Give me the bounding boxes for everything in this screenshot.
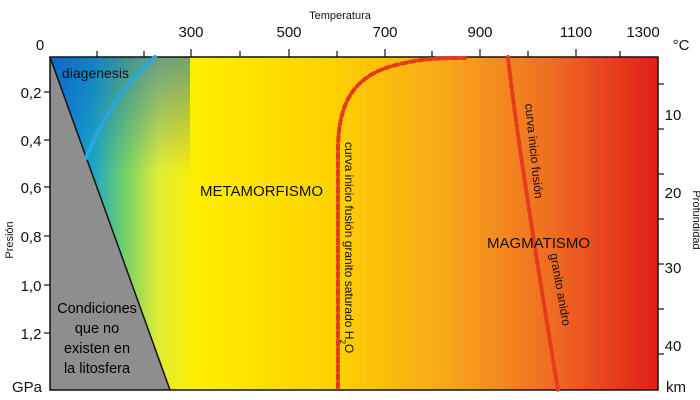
nonexistent-conditions-label: Condiciones que no existen en la litosfe… (57, 301, 137, 377)
top-tick-1300: 1300 (626, 24, 659, 41)
right-axis-title: Profundidad (690, 190, 700, 249)
top-tick-300: 300 (178, 24, 203, 41)
conditions-line-2: que no (75, 321, 119, 337)
anhydrous-granite-solidus (506, 55, 560, 392)
water-saturated-curve-label: curva inicio fusión granito saturado H2O (339, 142, 357, 353)
left-axis-title: Presión (4, 221, 16, 258)
left-tick-1-0: 1,0 (21, 278, 42, 295)
conditions-line-4: la litosfera (64, 361, 131, 377)
diagenesis-label: diagenesis (62, 65, 129, 81)
geotherm-limit-line (49, 56, 171, 391)
diagenesis-curve (84, 55, 157, 160)
left-axis-ticks (44, 91, 50, 334)
temperature-unit: °C (673, 37, 690, 54)
top-tick-900: 900 (467, 24, 492, 41)
left-tick-0-2: 0,2 (21, 85, 42, 102)
pressure-unit: GPa (12, 379, 43, 396)
magmatism-label: MAGMATISMO (487, 235, 590, 252)
left-tick-0-4: 0,4 (21, 133, 42, 150)
top-axis-title: Temperatura (309, 10, 372, 22)
left-tick-0-8: 0,8 (21, 229, 42, 246)
conditions-line-3: existen en (64, 341, 130, 357)
right-tick-10: 10 (665, 107, 682, 124)
top-tick-700: 700 (372, 24, 397, 41)
left-tick-1-2: 1,2 (21, 326, 42, 343)
metamorphism-label: METAMORFISMO (200, 183, 323, 200)
plot-frame (49, 56, 659, 391)
top-tick-0: 0 (36, 37, 44, 54)
right-tick-30: 30 (665, 260, 682, 277)
right-tick-40: 40 (665, 338, 682, 355)
left-tick-0-6: 0,6 (21, 180, 42, 197)
top-tick-500: 500 (276, 24, 301, 41)
conditions-line-1: Condiciones (57, 301, 137, 317)
top-axis-ticks (96, 49, 621, 57)
right-axis-ticks (658, 83, 664, 355)
water-saturated-granite-solidus (336, 56, 467, 390)
depth-unit: km (666, 379, 686, 396)
top-tick-1100: 1100 (560, 24, 592, 41)
right-tick-20: 20 (665, 185, 682, 202)
